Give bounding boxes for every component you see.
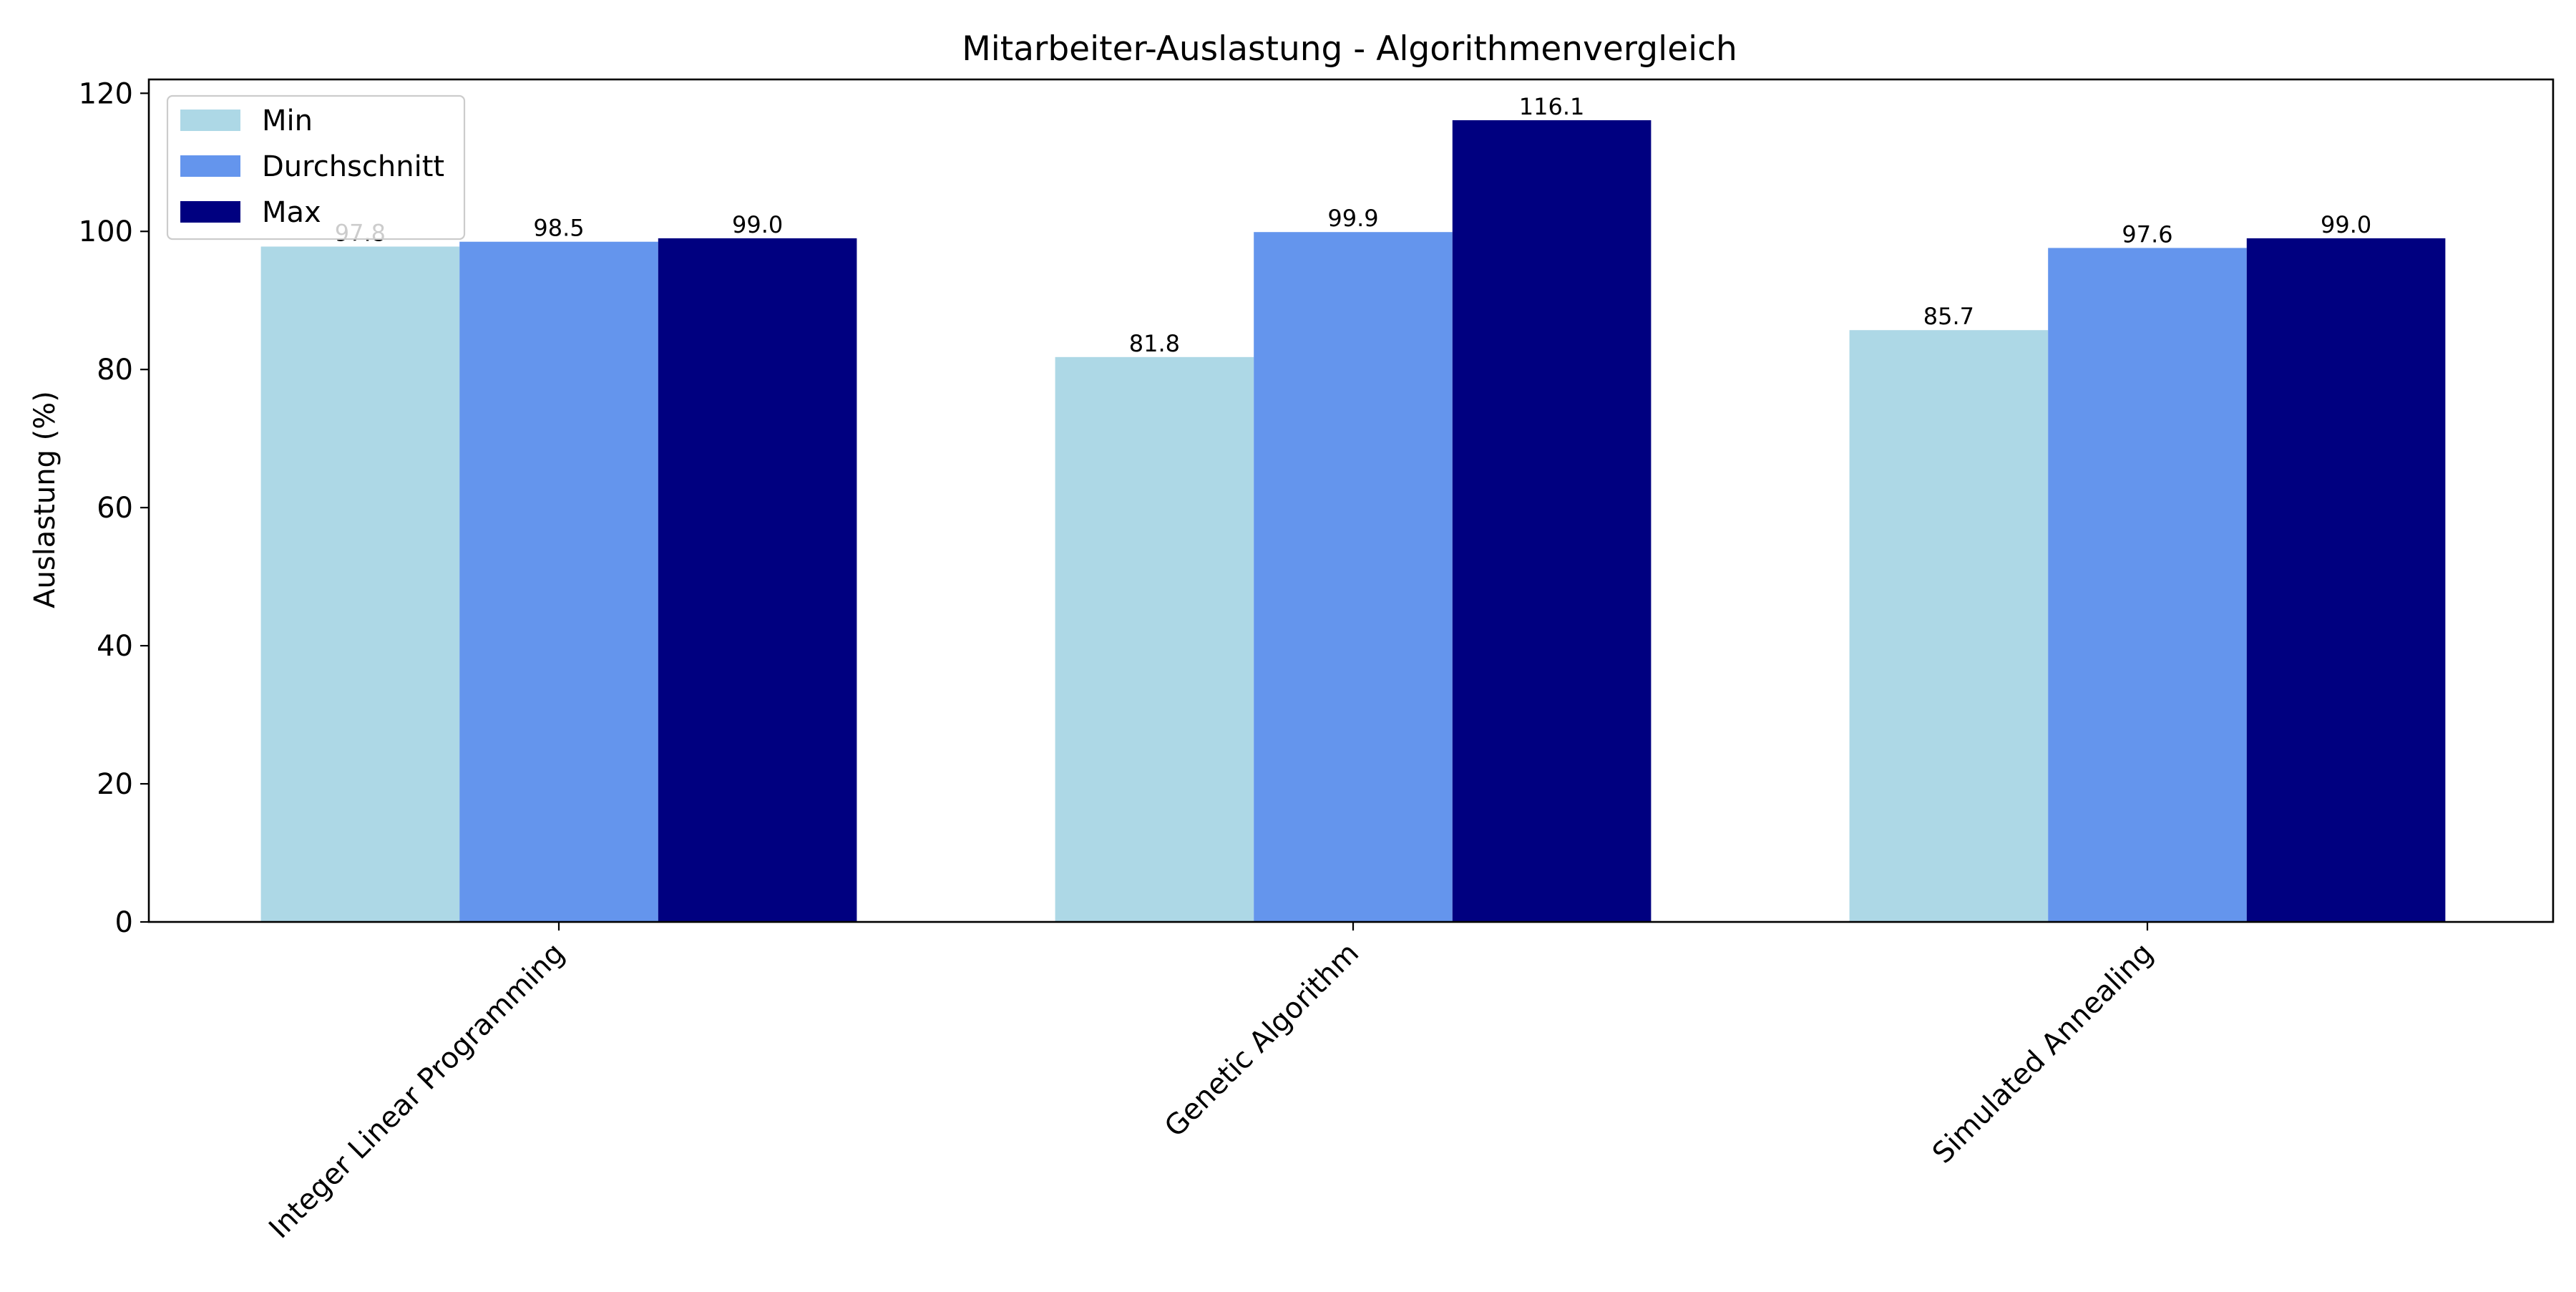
data-label-min: 81.8 <box>1129 330 1180 357</box>
bar-durchschnitt <box>1254 232 1453 922</box>
bar-min <box>260 246 460 923</box>
legend-label-min: Min <box>262 105 313 137</box>
y-tick-label: 0 <box>115 906 133 939</box>
data-label-min: 85.7 <box>1923 303 1974 330</box>
bar-max <box>658 238 857 922</box>
y-tick-label: 60 <box>97 492 133 525</box>
y-tick-label: 120 <box>79 77 133 110</box>
legend-box <box>166 94 466 241</box>
legend-swatch-max <box>180 201 240 223</box>
legend-swatch-durchschnitt <box>180 155 240 177</box>
legend-label-durchschnitt: Durchschnitt <box>262 150 444 183</box>
bar-min <box>1849 330 2049 922</box>
plot-frame <box>147 78 2555 923</box>
y-tick-label: 80 <box>97 354 133 387</box>
chart-title: Mitarbeiter-Auslastung - Algorithmenverg… <box>962 29 1737 69</box>
bar-max <box>1452 120 1652 922</box>
data-label-max: 116.1 <box>1519 93 1585 120</box>
bars-layer <box>260 120 2446 923</box>
data-label-max: 99.0 <box>2321 211 2371 238</box>
y-axis-label: Auslastung (%) <box>29 391 62 608</box>
legend: Min Durchschnitt Max <box>166 94 466 241</box>
data-label-durchschnitt: 98.5 <box>533 215 584 242</box>
y-tick-label: 40 <box>97 630 133 663</box>
y-tick-label: 20 <box>97 768 133 801</box>
bar-max <box>2246 238 2446 922</box>
legend-label-max: Max <box>262 196 321 229</box>
data-label-max: 99.0 <box>732 211 783 238</box>
bar-min <box>1055 356 1254 922</box>
data-label-durchschnitt: 99.9 <box>1327 205 1378 232</box>
legend-swatch-min <box>180 110 240 131</box>
y-tick-label: 100 <box>79 215 133 248</box>
data-label-durchschnitt: 97.6 <box>2122 220 2172 248</box>
bar-durchschnitt <box>459 241 658 922</box>
bar-durchschnitt <box>2048 248 2247 922</box>
